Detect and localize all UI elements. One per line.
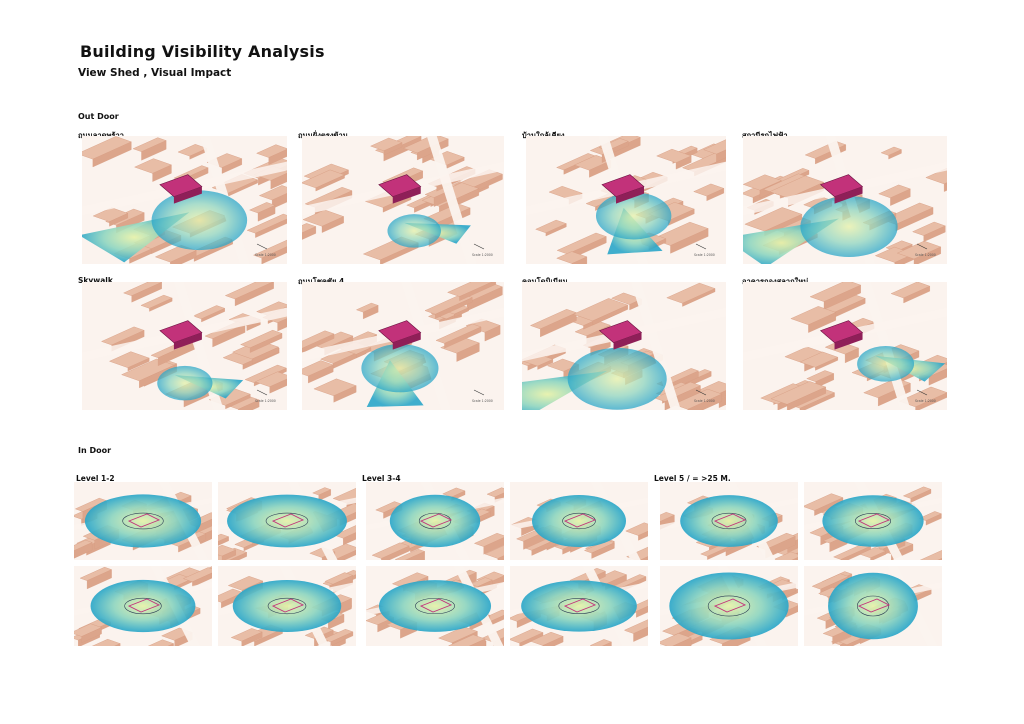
- panel-label-opposite-road: ถนนฝั่งตรงข้าม: [298, 130, 348, 142]
- indoor-map-2: [218, 482, 356, 560]
- site-plan-drawing: Scale 1:2000: [743, 282, 947, 410]
- site-plan-drawing: [804, 482, 942, 560]
- svg-text:Scale 1:2000: Scale 1:2000: [472, 253, 493, 257]
- site-plan-drawing: [804, 566, 942, 646]
- outdoor-map-2: Scale 1:2000: [302, 136, 504, 264]
- indoor-map-9: [366, 566, 504, 646]
- panel-label-condominium: คอนโดมิเนียม: [522, 276, 568, 288]
- outdoor-map-7: Scale 1:2000: [522, 282, 726, 410]
- outdoor-map-1: Scale 1:2000: [82, 136, 287, 264]
- site-plan-drawing: [510, 566, 648, 646]
- indoor-map-7: [74, 566, 212, 646]
- indoor-map-4: [510, 482, 648, 560]
- panel-label-lottery-building: อาคารกองสลากใหม่: [742, 276, 808, 288]
- section-title-indoor: In Door: [78, 446, 112, 455]
- site-plan-drawing: Scale 1:2000: [522, 282, 726, 410]
- panel-label-train-station: สถานีรถไฟฟ้า: [742, 130, 788, 142]
- site-plan-drawing: Scale 1:2000: [302, 136, 504, 264]
- indoor-label-level-5: Level 5 / = >25 M.: [654, 474, 731, 483]
- indoor-map-11: [660, 566, 798, 646]
- svg-text:Scale 1:2000: Scale 1:2000: [915, 253, 936, 257]
- outdoor-map-8: Scale 1:2000: [743, 282, 947, 410]
- site-plan-drawing: [510, 482, 648, 560]
- indoor-map-8: [218, 566, 356, 646]
- site-plan-drawing: [74, 482, 212, 560]
- svg-text:Scale 1:2000: Scale 1:2000: [694, 253, 715, 257]
- site-plan-drawing: Scale 1:2000: [82, 136, 287, 264]
- section-title-outdoor: Out Door: [78, 112, 119, 121]
- page-title: Building Visibility Analysis: [80, 42, 325, 61]
- outdoor-map-5: Scale 1:2000: [82, 282, 287, 410]
- svg-text:Scale 1:2000: Scale 1:2000: [255, 399, 276, 403]
- site-plan-drawing: [660, 566, 798, 646]
- site-plan-drawing: [74, 566, 212, 646]
- site-plan-drawing: Scale 1:2000: [743, 136, 947, 264]
- indoor-map-10: [510, 566, 648, 646]
- site-plan-drawing: [366, 566, 504, 646]
- indoor-map-12: [804, 566, 942, 646]
- panel-label-ladprao: ถนนลาดพร้าว: [78, 130, 124, 142]
- svg-text:Scale 1:2000: Scale 1:2000: [255, 253, 276, 257]
- indoor-map-6: [804, 482, 942, 560]
- svg-text:Scale 1:2000: Scale 1:2000: [472, 399, 493, 403]
- indoor-map-3: [366, 482, 504, 560]
- panel-label-chokchai: ถนนโชคชัย 4: [298, 276, 344, 288]
- site-plan-drawing: [366, 482, 504, 560]
- indoor-label-level-1-2: Level 1-2: [76, 474, 115, 483]
- svg-text:Scale 1:2000: Scale 1:2000: [915, 399, 936, 403]
- site-plan-drawing: [218, 482, 356, 560]
- outdoor-map-3: Scale 1:2000: [526, 136, 726, 264]
- site-plan-drawing: [218, 566, 356, 646]
- site-plan-drawing: Scale 1:2000: [302, 282, 504, 410]
- site-plan-drawing: Scale 1:2000: [82, 282, 287, 410]
- indoor-label-level-3-4: Level 3-4: [362, 474, 401, 483]
- page-subtitle: View Shed , Visual Impact: [78, 67, 232, 79]
- panel-label-skywalk: Skywalk: [78, 276, 113, 285]
- indoor-map-5: [660, 482, 798, 560]
- svg-text:Scale 1:2000: Scale 1:2000: [694, 399, 715, 403]
- site-plan-drawing: [660, 482, 798, 560]
- outdoor-map-6: Scale 1:2000: [302, 282, 504, 410]
- site-plan-drawing: Scale 1:2000: [526, 136, 726, 264]
- indoor-map-1: [74, 482, 212, 560]
- panel-label-nearby-houses: บ้านใกล้เคียง: [522, 130, 565, 142]
- outdoor-map-4: Scale 1:2000: [743, 136, 947, 264]
